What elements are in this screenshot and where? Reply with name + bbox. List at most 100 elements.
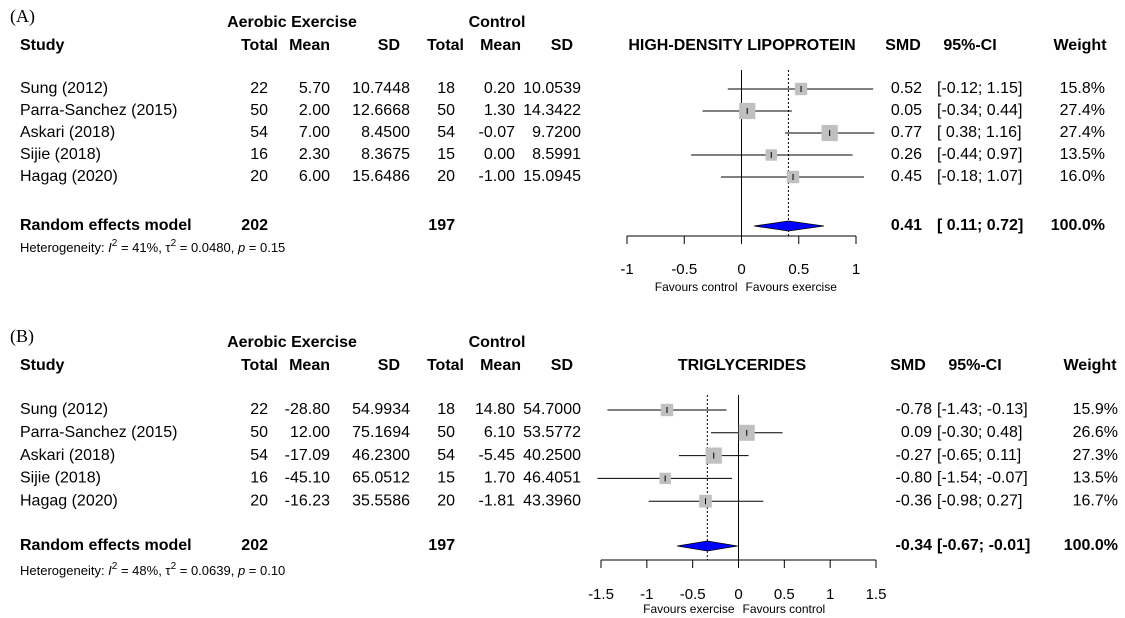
model-smd: 0.41 [891, 217, 922, 234]
model-weight: 100.0% [1064, 537, 1118, 554]
study-cell: 16 [250, 470, 268, 487]
smd-label: -0.80 [896, 470, 933, 487]
weight-label: 16.7% [1073, 492, 1118, 509]
ci-label: [-0.34; 0.44] [937, 102, 1022, 119]
study-name: Sijie (2018) [20, 146, 101, 163]
ci-label: [-0.65; 0.11] [937, 447, 1021, 464]
plot-title: TRIGLYCERIDES [678, 357, 807, 374]
study-name: Askari (2018) [20, 124, 115, 141]
study-cell: 54 [437, 124, 455, 141]
study-cell: 22 [250, 80, 268, 97]
study-cell: 50 [250, 424, 268, 441]
panel-label: (B) [10, 326, 34, 347]
study-cell: -16.23 [285, 492, 330, 509]
study-cell: 15.0945 [523, 168, 581, 185]
study-cell: 18 [437, 80, 455, 97]
study-cell: 50 [250, 102, 268, 119]
heterogeneity-part: p [237, 240, 245, 255]
study-cell: 20 [250, 492, 268, 509]
smd-label: 0.52 [891, 80, 922, 97]
study-cell: 6.00 [299, 168, 330, 185]
smd-label: -0.36 [896, 492, 933, 509]
weight-label: 15.9% [1073, 401, 1118, 418]
study-cell: 12.00 [290, 424, 330, 441]
stat-header: 95%-CI [943, 37, 996, 54]
stat-header: 95%-CI [948, 357, 1001, 374]
group-header: Control [469, 14, 526, 31]
heterogeneity-part: I [108, 563, 112, 578]
heterogeneity-part: = 0.0639, [176, 563, 238, 578]
study-cell: -28.80 [285, 401, 330, 418]
weight-label: 13.5% [1060, 146, 1105, 163]
smd-label: 0.77 [891, 124, 922, 141]
study-cell: 40.2500 [523, 447, 581, 464]
model-ci: [-0.67; -0.01] [937, 537, 1030, 554]
ci-label: [-0.44; 0.97] [937, 146, 1022, 163]
study-cell: -1.00 [479, 168, 516, 185]
model-label: Random effects model [20, 217, 192, 234]
study-cell: 14.3422 [523, 102, 581, 119]
heterogeneity-part: Heterogeneity: [20, 240, 108, 255]
heterogeneity: Heterogeneity: I2 = 48%, τ2 = 0.0639, p … [20, 561, 285, 578]
study-cell: 50 [437, 102, 455, 119]
column-header: Mean [480, 37, 521, 54]
study-cell: 5.70 [299, 80, 330, 97]
study-cell: 50 [437, 424, 455, 441]
study-name: Askari (2018) [20, 447, 115, 464]
model-label: Random effects model [20, 537, 192, 554]
x-tick-label: -1 [640, 586, 653, 603]
study-cell: 22 [250, 401, 268, 418]
ci-label: [-1.54; -0.07] [937, 470, 1028, 487]
smd-label: -0.27 [896, 447, 933, 464]
study-cell: 54.9934 [352, 401, 410, 418]
weight-label: 27.4% [1060, 102, 1105, 119]
ci-label: [-0.18; 1.07] [937, 168, 1022, 185]
model-total: 197 [428, 217, 455, 234]
heterogeneity-part: 2 [112, 238, 118, 249]
study-cell: 9.7200 [532, 124, 581, 141]
column-header: Study [20, 357, 65, 374]
study-name: Sung (2012) [20, 401, 108, 418]
x-tick-label: 0.5 [788, 261, 809, 278]
study-cell: 0.20 [484, 80, 515, 97]
study-name: Parra-Sanchez (2015) [20, 424, 177, 441]
study-cell: 7.00 [299, 124, 330, 141]
study-cell: 54 [250, 124, 268, 141]
study-cell: 53.5772 [523, 424, 581, 441]
x-tick-label: 0.5 [774, 586, 795, 603]
x-tick-label: 1 [826, 586, 834, 603]
x-tick-label: 0 [737, 261, 745, 278]
weight-label: 26.6% [1073, 424, 1118, 441]
stat-header: Weight [1063, 357, 1117, 374]
study-cell: 54 [437, 447, 455, 464]
study-cell: 65.0512 [352, 470, 410, 487]
weight-label: 16.0% [1060, 168, 1105, 185]
column-header: Mean [289, 37, 330, 54]
stat-header: Weight [1053, 37, 1107, 54]
ci-label: [-0.98; 0.27] [937, 492, 1022, 509]
x-tick-label: -1.5 [588, 586, 614, 603]
study-cell: 8.3675 [361, 146, 410, 163]
study-cell: 20 [437, 492, 455, 509]
stat-header: SMD [885, 37, 921, 54]
study-cell: 8.4500 [361, 124, 410, 141]
study-cell: 1.30 [484, 102, 515, 119]
study-cell: 2.30 [299, 146, 330, 163]
model-ci: [ 0.11; 0.72] [937, 217, 1023, 234]
column-header: Total [241, 357, 278, 374]
column-header: SD [378, 357, 400, 374]
column-header: Study [20, 37, 65, 54]
study-cell: 20 [437, 168, 455, 185]
x-label-left: Favours control [655, 280, 738, 294]
weight-label: 15.8% [1060, 80, 1105, 97]
study-name: Hagag (2020) [20, 492, 118, 509]
study-name: Sijie (2018) [20, 470, 101, 487]
x-tick-label: -1 [620, 261, 633, 278]
study-cell: 54.7000 [523, 401, 581, 418]
column-header: Total [427, 357, 464, 374]
x-tick-label: -0.5 [680, 586, 706, 603]
model-total: 197 [428, 537, 455, 554]
ci-label: [-0.12; 1.15] [937, 80, 1022, 97]
study-cell: 2.00 [299, 102, 330, 119]
